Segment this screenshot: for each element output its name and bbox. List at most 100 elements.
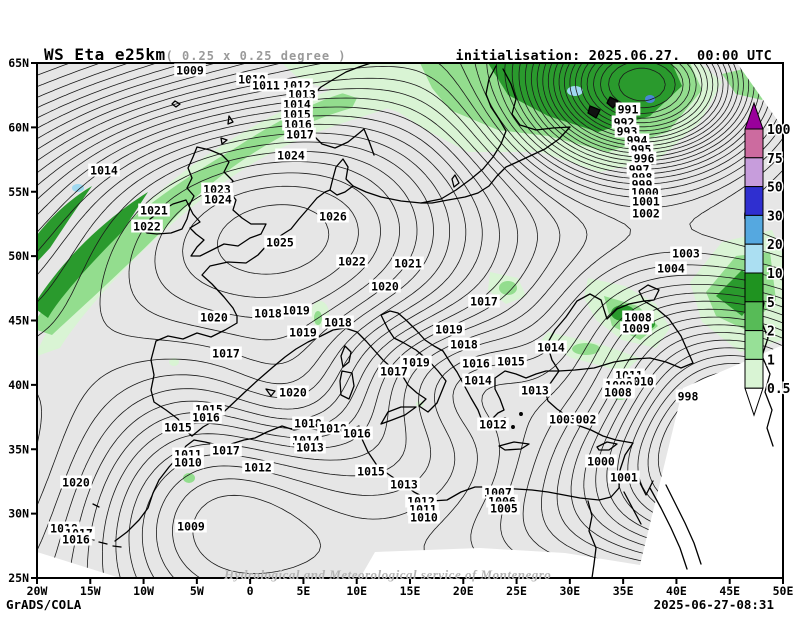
- isobar-label: 1021: [140, 204, 168, 218]
- lat-tick-label: 45N: [8, 314, 29, 328]
- lon-tick-label: 45E: [719, 584, 740, 598]
- colorbar-value-label: 10: [767, 267, 783, 282]
- colorbar-segment: [745, 215, 763, 244]
- isobar-label: 1013: [521, 384, 549, 398]
- lon-tick-label: 25E: [506, 584, 527, 598]
- isobar-label: 1001: [610, 471, 638, 485]
- isobar-label: 1020: [62, 476, 90, 490]
- colorbar-value-label: 5: [767, 296, 775, 311]
- isobar-label: 1012: [244, 461, 272, 475]
- isobar-label: 1017: [380, 365, 408, 379]
- isobar-label: 1018: [324, 316, 352, 330]
- lon-tick-label: 35E: [613, 584, 634, 598]
- creation-timestamp: 2025-06-27-08:31: [654, 597, 774, 612]
- colorbar-value-label: 0.5: [767, 382, 790, 397]
- isobar-label: 1014: [464, 374, 492, 388]
- lon-tick-label: 15E: [400, 584, 421, 598]
- lat-tick-label: 25N: [8, 571, 29, 585]
- isobar-label: 1017: [286, 128, 314, 142]
- isobar-label: 1010: [174, 456, 202, 470]
- weather-map-page: WS_Eta_e25km( 0.25 x 0.25 degree ) MSL P…: [0, 0, 800, 618]
- isobar-label: 1003: [549, 413, 577, 427]
- colorbar-value-label: 1: [767, 353, 775, 368]
- isobar-label: 1016: [62, 533, 90, 547]
- lon-tick-label: 30E: [559, 584, 580, 598]
- colorbar-segment: [745, 302, 763, 331]
- isobar-label: 1022: [338, 255, 366, 269]
- isobar-label: 1009: [177, 520, 205, 534]
- lon-tick-label: 0: [247, 584, 254, 598]
- colorbar-segment: [745, 187, 763, 216]
- colorbar-value-label: 20: [767, 238, 783, 253]
- lon-tick-label: 15W: [80, 584, 101, 598]
- isobar-label: 1024: [204, 193, 232, 207]
- isobar-label: 1019: [289, 326, 317, 340]
- isobar-label: 1013: [296, 441, 324, 455]
- isobar-label: 1019: [282, 304, 310, 318]
- isobar-label: 1015: [164, 421, 192, 435]
- isobar-label: 1017: [470, 295, 498, 309]
- isobar-label: 1021: [394, 257, 422, 271]
- isobar-label: 1013: [390, 478, 418, 492]
- lat-tick-label: 35N: [8, 442, 29, 456]
- isobar-label: 991: [618, 103, 639, 117]
- lon-tick-label: 20W: [27, 584, 48, 598]
- colorbar-value-label: 50: [767, 181, 783, 196]
- grads-credit: GrADS/COLA: [6, 597, 81, 612]
- lon-tick-label: 5W: [190, 584, 204, 598]
- isobar-label: 1015: [357, 465, 385, 479]
- isobar-label: 1020: [279, 386, 307, 400]
- colorbar-segment: [745, 331, 763, 360]
- isobar-label: 1003: [672, 247, 700, 261]
- isobar-label: 1009: [176, 64, 204, 78]
- colorbar-value-label: 30: [767, 209, 783, 224]
- isobar-label: 1014: [90, 164, 118, 178]
- isobar-label: 1016: [462, 357, 490, 371]
- isobar-label: 1025: [266, 236, 294, 250]
- lat-tick-label: 55N: [8, 185, 29, 199]
- lat-tick-label: 50N: [8, 249, 29, 263]
- isobar-label: 1019: [435, 323, 463, 337]
- isobar-label: 1000: [587, 455, 615, 469]
- colorbar-segment: [745, 244, 763, 273]
- isobar-label: 1014: [537, 341, 565, 355]
- lat-tick-label: 30N: [8, 507, 29, 521]
- isobar-label: 1008: [604, 386, 632, 400]
- isobar-label: 1004: [657, 262, 685, 276]
- isobar-label: 1022: [133, 220, 161, 234]
- colorbar-value-label: 75: [767, 152, 783, 167]
- isobar-label: 1010: [410, 511, 438, 525]
- isobar-label: 1012: [479, 418, 507, 432]
- isobar-label: 1018: [450, 338, 478, 352]
- weather-map: 20W15W10W5W05E10E15E20E25E30E35E40E45E50…: [0, 0, 800, 618]
- isobar-label: 002: [576, 413, 597, 427]
- lon-tick-label: 10E: [346, 584, 367, 598]
- lon-tick-label: 5E: [296, 584, 310, 598]
- lat-tick-label: 65N: [8, 56, 29, 70]
- colorbar-segment: [745, 273, 763, 302]
- lon-tick-label: 20E: [453, 584, 474, 598]
- isobar-label: 1009: [622, 322, 650, 336]
- isobar-label: 1026: [319, 210, 347, 224]
- lon-tick-label: 10W: [133, 584, 154, 598]
- colorbar-segment: [745, 129, 763, 158]
- colorbar-segment: [745, 158, 763, 187]
- colorbar-value-label: 100: [767, 123, 791, 138]
- isobar-label: 1018: [254, 307, 282, 321]
- isobar-label: 1005: [490, 502, 518, 516]
- lat-tick-label: 60N: [8, 120, 29, 134]
- colorbar-value-label: 2: [767, 325, 775, 340]
- lon-tick-label: 50E: [773, 584, 794, 598]
- lon-tick-label: 40E: [666, 584, 687, 598]
- isobar-label: 1016: [343, 427, 371, 441]
- isobar-label: 1020: [371, 280, 399, 294]
- colorbar-segment: [745, 359, 763, 388]
- isobar-label: 1020: [200, 311, 228, 325]
- isobar-label: 998: [678, 390, 699, 404]
- lat-tick-label: 40N: [8, 378, 29, 392]
- isobar-label: 1017: [212, 444, 240, 458]
- isobar-label: 1024: [277, 149, 305, 163]
- isobar-label: 1017: [212, 347, 240, 361]
- isobar-label: 1016: [192, 411, 220, 425]
- isobar-label: 1015: [497, 355, 525, 369]
